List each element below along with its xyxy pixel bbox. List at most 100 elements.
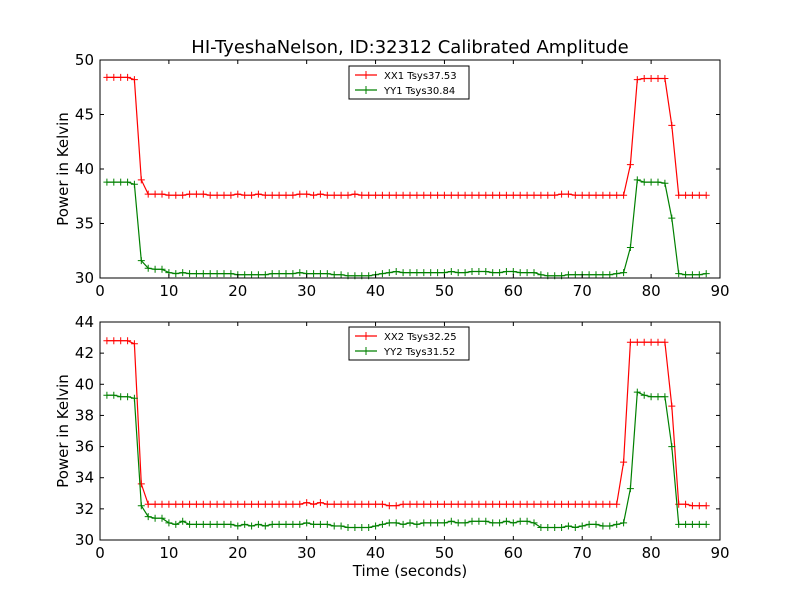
data-point (475, 500, 483, 508)
data-point (261, 522, 269, 530)
data-point (206, 270, 214, 278)
data-point (537, 191, 545, 199)
data-point (702, 191, 710, 199)
legend-box (348, 326, 470, 361)
data-point (613, 520, 621, 528)
data-point (275, 520, 283, 528)
data-point (117, 178, 125, 186)
y-tick-label: 44 (75, 313, 94, 331)
data-point (564, 271, 572, 279)
legend: XX1 Tsys37.53 YY1 Tsys30.84 (348, 65, 470, 100)
data-point (399, 500, 407, 508)
data-point (537, 524, 545, 531)
data-point (151, 514, 159, 522)
legend-label: YY1 Tsys30.84 (383, 86, 455, 97)
data-point (640, 178, 648, 186)
data-point (461, 500, 469, 508)
data-point (220, 520, 228, 528)
data-point (675, 270, 683, 278)
data-point (365, 191, 373, 199)
data-point (496, 500, 504, 508)
data-point (496, 191, 504, 199)
data-point (248, 191, 256, 199)
data-point (475, 517, 483, 525)
data-point (626, 161, 634, 169)
data-point (420, 269, 428, 277)
plot-frame (99, 321, 721, 541)
data-point (378, 520, 386, 528)
data-point (482, 191, 490, 199)
data-point (633, 388, 641, 396)
data-point (172, 520, 180, 528)
data-point (702, 520, 710, 528)
data-point (502, 268, 510, 275)
y-tick-label: 42 (75, 344, 94, 362)
data-point (254, 500, 262, 508)
x-tick-label: 10 (159, 282, 178, 300)
data-point (606, 191, 614, 199)
data-point (523, 191, 531, 199)
data-point (551, 500, 559, 508)
x-tick-label: 90 (710, 282, 729, 300)
y-tick-label: 30 (75, 269, 94, 287)
data-point (110, 391, 118, 399)
data-point (626, 485, 634, 493)
data-point (668, 402, 676, 410)
data-point (199, 270, 207, 278)
data-point (544, 524, 552, 531)
data-point (151, 500, 159, 508)
data-point (592, 271, 600, 279)
legend-label: XX2 Tsys32.25 (384, 332, 457, 343)
x-tick-label: 80 (642, 282, 661, 300)
data-point (289, 270, 297, 278)
legend: XX2 Tsys32.25 YY2 Tsys31.52 (348, 326, 470, 361)
data-point (165, 500, 173, 508)
data-point (496, 519, 504, 527)
data-point (413, 520, 421, 528)
data-point (434, 519, 442, 527)
data-point (682, 271, 690, 279)
data-point (310, 520, 318, 528)
data-point (475, 191, 483, 199)
data-point (241, 271, 249, 279)
data-point (254, 271, 262, 279)
data-point (316, 499, 324, 507)
data-point (406, 519, 414, 527)
data-point (110, 337, 118, 345)
data-point (372, 191, 380, 199)
legend-marker (362, 332, 370, 340)
data-point (571, 500, 579, 508)
data-point (275, 191, 283, 199)
data-point (537, 271, 545, 279)
data-point (316, 190, 324, 198)
x-tick-label: 70 (573, 544, 592, 562)
data-point (206, 500, 214, 508)
data-point (509, 519, 517, 527)
data-point (172, 270, 180, 278)
data-point (378, 191, 386, 199)
data-point (310, 500, 318, 508)
data-point (413, 269, 421, 277)
data-point (461, 269, 469, 277)
data-point (434, 191, 442, 199)
data-point (647, 178, 655, 186)
data-point (427, 269, 435, 277)
data-point (688, 271, 696, 279)
data-point (399, 520, 407, 528)
x-tick-label: 30 (297, 282, 316, 300)
data-point (144, 500, 152, 508)
data-point (117, 73, 125, 81)
x-tick-label: 50 (435, 544, 454, 562)
data-point (392, 191, 400, 199)
data-point (640, 75, 648, 82)
data-point (509, 268, 517, 275)
data-point (316, 520, 324, 528)
data-point (282, 270, 290, 278)
data-point (303, 190, 311, 198)
data-point (613, 270, 621, 278)
data-point (124, 393, 132, 401)
data-point (468, 268, 476, 275)
data-point (420, 191, 428, 199)
data-point (124, 73, 132, 81)
data-point (406, 500, 414, 508)
